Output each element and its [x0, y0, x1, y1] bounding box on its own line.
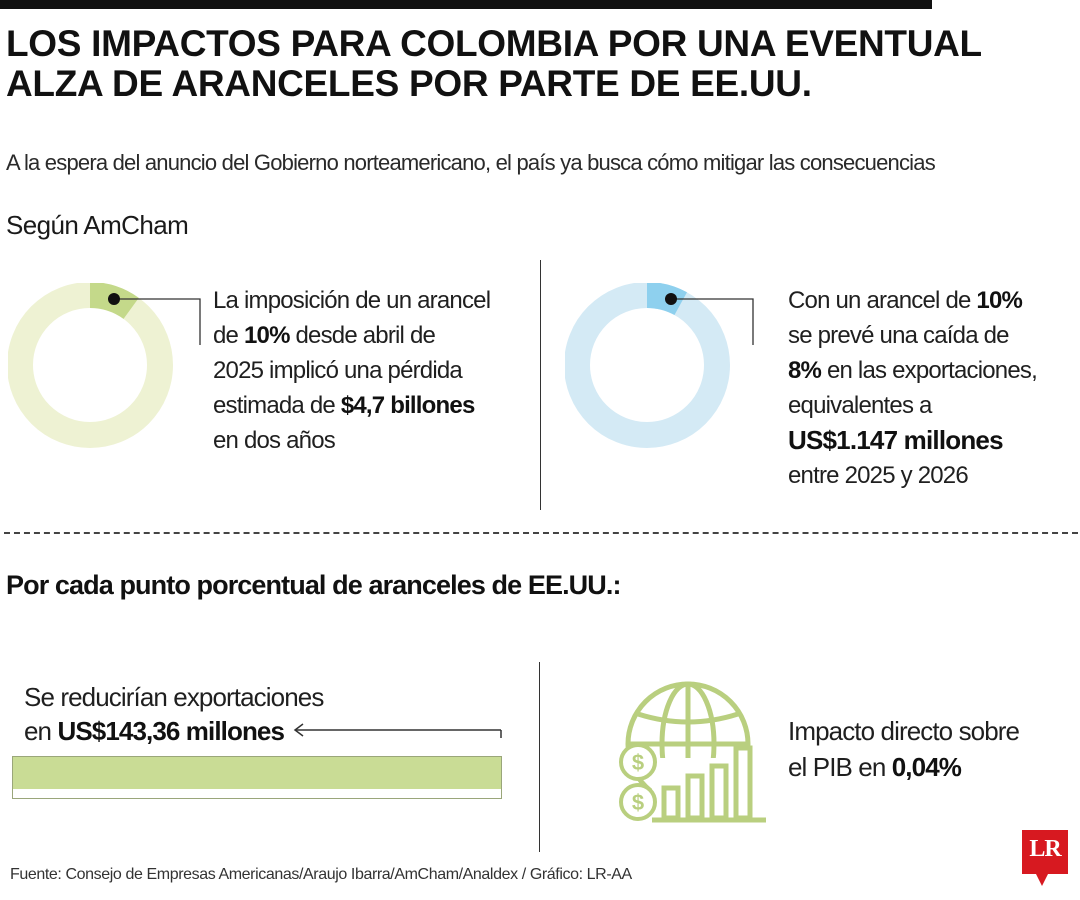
section-label-amcham: Según AmCham [6, 210, 189, 240]
block1-text: de [213, 322, 244, 349]
block2-line-6: entre 2025 y 2026 [788, 462, 969, 489]
block2-line-3: 8% en las exportaciones, [788, 353, 1038, 388]
pib-text: el PIB en [788, 752, 892, 782]
block1-line-5: en dos años [213, 427, 336, 454]
bar-highlight-amount: US$143,36 millones [57, 716, 285, 746]
divider-vertical-bottom [539, 662, 540, 852]
svg-text:$: $ [632, 790, 644, 815]
donut-leader-line [671, 298, 754, 345]
block2-line-2: se prevé una caída de [788, 322, 1010, 349]
bar-exportaciones [13, 757, 501, 789]
arrow-left-icon [293, 723, 502, 738]
text-block-caida: Con un arancel de 10% se prevé una caída… [788, 283, 1038, 493]
donut-remainder-slice [8, 283, 173, 448]
block2-line-5: US$1.147 millones [788, 423, 1037, 458]
title-line-1: LOS IMPACTOS PARA COLOMBIA POR UNA EVENT… [6, 23, 982, 64]
pib-highlight-percent: 0,04% [891, 752, 962, 782]
donut-highlight-slice [646, 283, 687, 316]
page-title: LOS IMPACTOS PARA COLOMBIA POR UNA EVENT… [6, 24, 1056, 104]
lr-logo-icon [1022, 830, 1068, 886]
svg-text:$: $ [632, 750, 644, 775]
block1-highlight-amount: $4,7 billones [340, 392, 475, 419]
bar-line-1: Se reducirían exportaciones [24, 682, 324, 712]
source-footer: Fuente: Consejo de Empresas Americanas/A… [10, 866, 632, 883]
bar-text: en [24, 716, 58, 746]
block2-text: Con un arancel de [788, 287, 977, 314]
block2-highlight-amount: US$1.147 millones [788, 425, 1004, 455]
block2-highlight-percent: 10% [976, 287, 1023, 314]
pib-line-2: el PIB en 0,04% [788, 749, 1019, 785]
pib-line-1: Impacto directo sobre [788, 716, 1020, 746]
lr-logo-text: LR [1029, 836, 1061, 862]
donut-chart-exportaciones [565, 283, 754, 448]
block1-line-4: estimada de $4,7 billones [213, 388, 490, 423]
block1-highlight-percent: 10% [243, 322, 290, 349]
donut-leader-dot [665, 293, 677, 305]
block2-line-1: Con un arancel de 10% [788, 283, 1037, 318]
donut-leader-line [114, 298, 201, 345]
block1-text: desde abril de [289, 322, 436, 349]
block1-line-1: La imposición de un arancel [213, 287, 491, 314]
title-line-2: ALZA DE ARANCELES POR PARTE DE EE.UU. [6, 63, 812, 104]
block1-line-2: de 10% desde abril de [213, 318, 490, 353]
donut-remainder-slice [565, 283, 730, 448]
text-block-exportaciones: Se reducirían exportaciones en US$143,36… [24, 680, 324, 748]
block2-highlight-drop: 8% [788, 357, 822, 384]
text-block-perdida: La imposición de un arancel de 10% desde… [213, 283, 491, 458]
block2-line-4: equivalentes a [788, 392, 932, 419]
top-rule [0, 0, 932, 9]
block1-text: estimada de [213, 392, 341, 419]
section-label-por-punto: Por cada punto porcentual de aranceles d… [6, 570, 621, 600]
subtitle: A la espera del anuncio del Gobierno nor… [6, 150, 936, 175]
globe-money-chart-icon: $ $ [619, 681, 766, 824]
dashed-separator [4, 532, 1078, 534]
divider-vertical-top [540, 260, 541, 510]
block1-line-3: 2025 implicó una pérdida [213, 357, 463, 384]
bar-line-2: en US$143,36 millones [24, 714, 323, 748]
donut-leader-dot [108, 293, 120, 305]
donut-chart-arancel [8, 283, 201, 448]
text-block-pib: Impacto directo sobre el PIB en 0,04% [788, 713, 1020, 785]
block2-text: en las exportaciones, [821, 357, 1038, 384]
